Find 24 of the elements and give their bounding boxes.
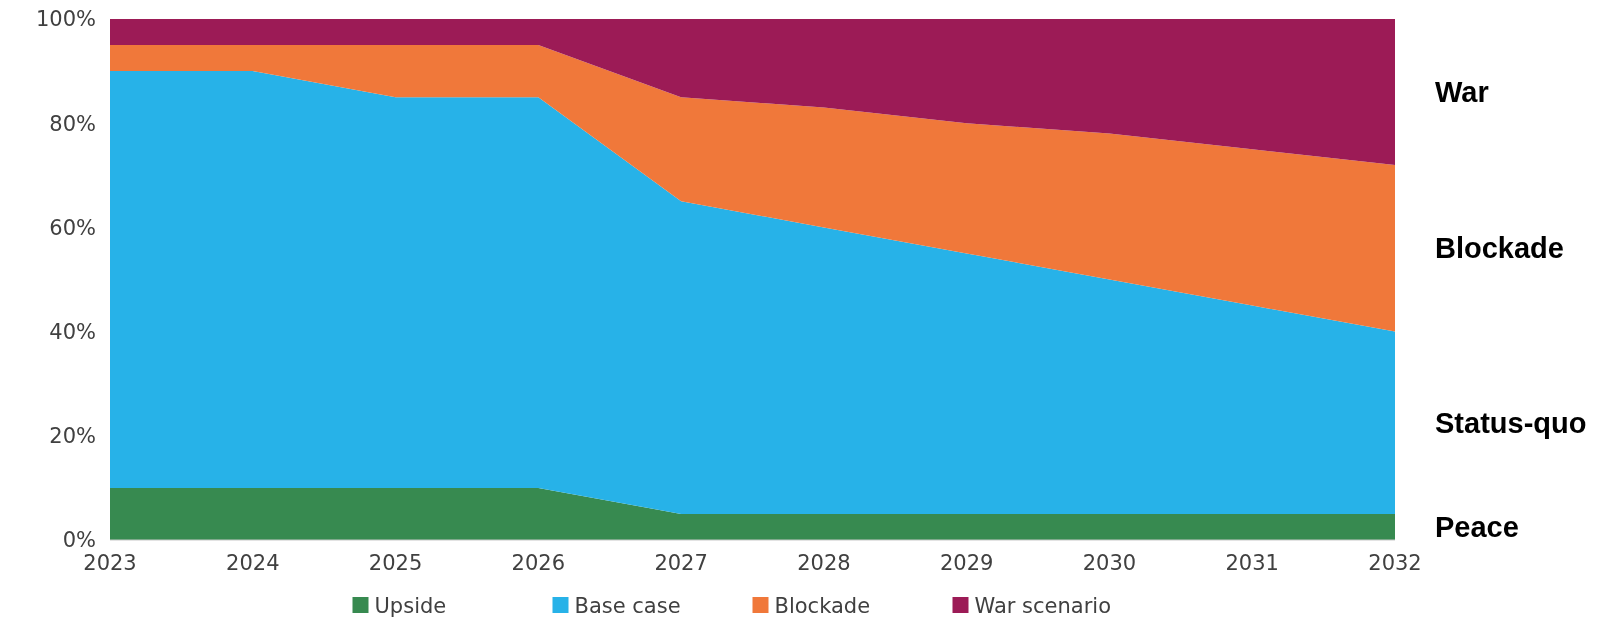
legend-label: Base case xyxy=(574,594,681,619)
text: War xyxy=(1435,76,1489,109)
text: Blockade xyxy=(1435,232,1564,265)
text: Peace xyxy=(1435,511,1519,544)
y-tick-label: 20% xyxy=(49,424,96,449)
x-tick-label: 2030 xyxy=(1082,551,1137,575)
x-tick-label: 2032 xyxy=(1368,551,1422,575)
x-tick-label: 2029 xyxy=(939,551,994,575)
x-tick-label: 2024 xyxy=(226,551,280,575)
y-tick-label: 80% xyxy=(49,111,96,136)
legend-label: Blockade xyxy=(774,594,871,619)
x-tick-label: 2027 xyxy=(654,551,708,575)
y-tick-label: 60% xyxy=(49,215,96,240)
legend-label: War scenario xyxy=(974,594,1111,619)
legend-label: Upside xyxy=(374,594,447,619)
text: Status-quo xyxy=(1435,406,1587,439)
y-tick-label: 40% xyxy=(49,319,96,344)
x-tick-label: 2031 xyxy=(1225,551,1279,575)
x-tick-label: 2026 xyxy=(511,551,566,575)
y-tick-label: 100% xyxy=(35,7,96,32)
x-tick-label: 2028 xyxy=(797,551,851,575)
x-tick-label: 2023 xyxy=(83,551,137,575)
y-tick-label: 0% xyxy=(62,528,96,553)
x-tick-label: 2025 xyxy=(368,551,423,575)
